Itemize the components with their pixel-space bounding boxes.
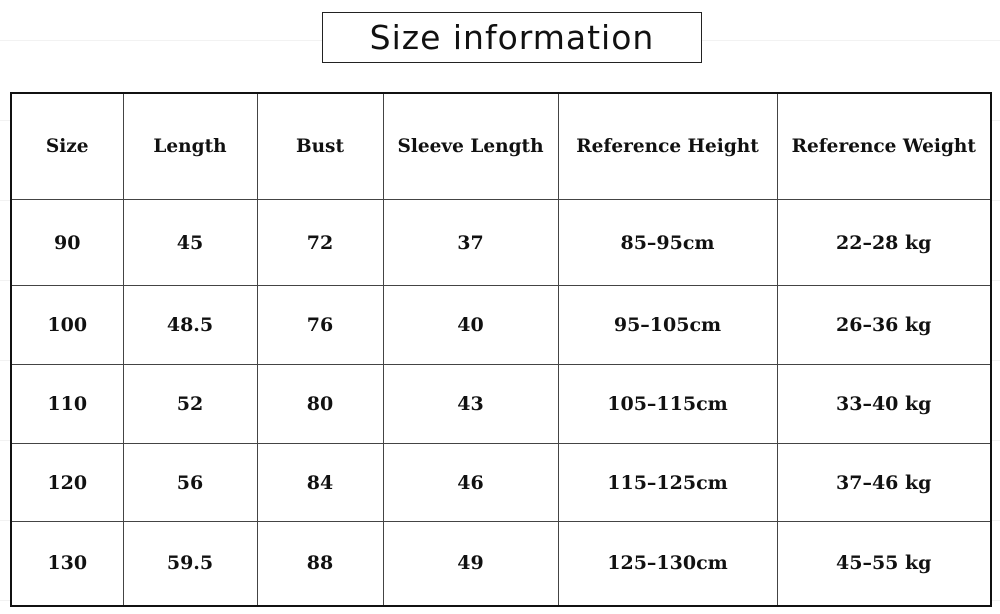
table-row: 120 56 84 46 115–125cm 37–46 kg [10, 443, 992, 522]
cell-bust: 88 [256, 521, 384, 606]
header-size: Size [10, 92, 124, 200]
cell-size: 90 [10, 199, 124, 286]
cell-size: 100 [10, 285, 124, 365]
cell-sleeve-length: 46 [382, 443, 559, 522]
page-title: Size information [322, 12, 702, 63]
header-reference-height: Reference Height [557, 92, 778, 200]
cell-bust: 80 [256, 364, 384, 444]
cell-bust: 72 [256, 199, 384, 286]
cell-reference-height: 105–115cm [557, 364, 778, 444]
cell-reference-height: 85–95cm [557, 199, 778, 286]
cell-reference-height: 125–130cm [557, 521, 778, 606]
cell-reference-weight: 22–28 kg [776, 199, 992, 286]
header-length: Length [122, 92, 258, 200]
cell-sleeve-length: 43 [382, 364, 559, 444]
header-reference-weight: Reference Weight [776, 92, 992, 200]
header-sleeve-length: Sleeve Length [382, 92, 559, 200]
cell-sleeve-length: 40 [382, 285, 559, 365]
table-row: 100 48.5 76 40 95–105cm 26–36 kg [10, 285, 992, 365]
header-row: Size Length Bust Sleeve Length Reference… [10, 92, 992, 200]
header-bust: Bust [256, 92, 384, 200]
cell-reference-weight: 45–55 kg [776, 521, 992, 606]
cell-length: 52 [122, 364, 258, 444]
cell-size: 120 [10, 443, 124, 522]
cell-reference-height: 95–105cm [557, 285, 778, 365]
cell-sleeve-length: 37 [382, 199, 559, 286]
cell-length: 48.5 [122, 285, 258, 365]
cell-bust: 76 [256, 285, 384, 365]
table-row: 90 45 72 37 85–95cm 22–28 kg [10, 199, 992, 286]
table-row: 130 59.5 88 49 125–130cm 45–55 kg [10, 521, 992, 606]
cell-bust: 84 [256, 443, 384, 522]
cell-sleeve-length: 49 [382, 521, 559, 606]
cell-length: 45 [122, 199, 258, 286]
cell-length: 56 [122, 443, 258, 522]
cell-reference-weight: 37–46 kg [776, 443, 992, 522]
cell-reference-weight: 33–40 kg [776, 364, 992, 444]
cell-size: 130 [10, 521, 124, 606]
table-row: 110 52 80 43 105–115cm 33–40 kg [10, 364, 992, 444]
cell-size: 110 [10, 364, 124, 444]
size-table: Size Length Bust Sleeve Length Reference… [10, 92, 992, 607]
cell-reference-weight: 26–36 kg [776, 285, 992, 365]
cell-length: 59.5 [122, 521, 258, 606]
cell-reference-height: 115–125cm [557, 443, 778, 522]
